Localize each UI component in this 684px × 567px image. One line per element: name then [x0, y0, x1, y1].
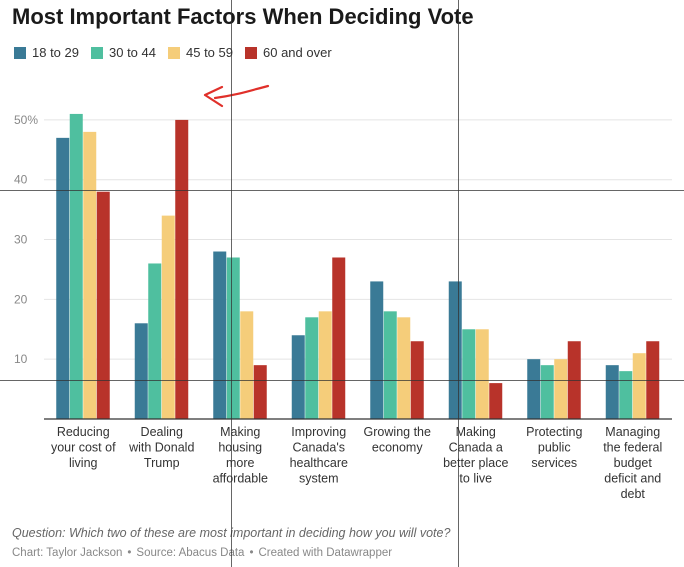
bar-30-to-44-cat-6 [462, 329, 476, 419]
y-tick-label: 20 [14, 292, 28, 306]
legend-item-60-and-over: 60 and over [245, 45, 332, 60]
bar-30-to-44-cat-7 [540, 365, 554, 419]
bar-18-to-29-cat-4 [291, 335, 305, 419]
bar-30-to-44-cat-4 [305, 317, 319, 419]
x-category-label: Protecting public services [526, 425, 582, 470]
y-tick-label: 40 [14, 173, 28, 187]
annotation-arrow-icon [203, 84, 270, 108]
chart-legend: 18 to 29 30 to 44 45 to 59 60 and over [14, 45, 344, 60]
credit-chart: Chart: Taylor Jackson [12, 547, 123, 559]
bar-30-to-44-cat-3 [226, 257, 240, 419]
y-tick-label: 50% [14, 113, 38, 127]
bar-30-to-44-cat-1 [69, 113, 83, 419]
overlay-horizontal-line [0, 190, 684, 191]
legend-label-60-and-over: 60 and over [263, 45, 332, 60]
bar-60-and-over-cat-4 [332, 257, 346, 419]
bar-18-to-29-cat-6 [448, 281, 462, 419]
bar-45-to-59-cat-5 [397, 317, 411, 419]
bar-60-and-over-cat-1 [96, 191, 110, 419]
category-labels: Reducing your cost of living Dealing with Do… [51, 425, 662, 501]
legend-label-18-to-29: 18 to 29 [32, 45, 79, 60]
credit-tool: Created with Datawrapper [258, 547, 393, 559]
legend-item-45-to-59: 45 to 59 [168, 45, 233, 60]
x-category-label: Reducing your cost of living [51, 425, 116, 470]
overlay-vertical-line [231, 0, 232, 567]
bar-18-to-29-cat-2 [134, 323, 148, 419]
bar-45-to-59-cat-7 [554, 359, 568, 419]
x-category-label: Making Canada a better place to live [443, 425, 508, 486]
legend-item-18-to-29: 18 to 29 [14, 45, 79, 60]
bar-18-to-29-cat-3 [213, 251, 227, 419]
chart-credits: Chart: Taylor Jackson • Source: Abacus Dat… [12, 547, 392, 559]
legend-swatch-18-to-29 [14, 46, 26, 59]
bar-45-to-59-cat-6 [475, 329, 489, 419]
legend-label-30-to-44: 30 to 44 [109, 45, 156, 60]
bar-45-to-59-cat-4 [318, 311, 332, 419]
legend-label-45-to-59: 45 to 59 [186, 45, 233, 60]
x-category-label: Growing the economy [364, 425, 431, 455]
bar-60-and-over-cat-2 [175, 119, 189, 419]
x-category-label: Dealing with Donald Trump [128, 425, 194, 470]
legend-swatch-45-to-59 [168, 46, 180, 59]
legend-item-30-to-44: 30 to 44 [91, 45, 156, 60]
bars [56, 113, 660, 419]
bar-45-to-59-cat-3 [240, 311, 254, 419]
x-category-label: Improving Canada's healthcare system [290, 425, 348, 486]
legend-swatch-30-to-44 [91, 46, 103, 59]
bar-45-to-59-cat-1 [83, 131, 97, 419]
legend-swatch-60-and-over [245, 46, 257, 59]
bar-18-to-29-cat-1 [56, 137, 70, 419]
bar-30-to-44-cat-5 [383, 311, 397, 419]
y-tick-label: 30 [14, 233, 28, 247]
credit-separator: • [249, 547, 254, 559]
bar-60-and-over-cat-3 [253, 365, 267, 419]
y-tick-label: 10 [14, 352, 28, 366]
bar-30-to-44-cat-8 [619, 371, 633, 419]
chart-title: Most Important Factors When Deciding Vot… [12, 4, 474, 29]
bar-18-to-29-cat-8 [605, 365, 619, 419]
bar-45-to-59-cat-8 [632, 353, 646, 419]
bar-18-to-29-cat-7 [527, 359, 541, 419]
x-category-label: Making housing more affordable [213, 425, 268, 486]
bar-45-to-59-cat-2 [161, 215, 175, 419]
overlay-vertical-line [458, 0, 459, 567]
bar-18-to-29-cat-5 [370, 281, 384, 419]
bar-60-and-over-cat-6 [489, 383, 503, 419]
x-category-label: Managing the federal budget deficit and debt [603, 425, 662, 501]
overlay-horizontal-line [0, 380, 684, 381]
credit-separator: • [127, 547, 132, 559]
bar-30-to-44-cat-2 [148, 263, 162, 419]
credit-source: Source: Abacus Data [136, 547, 245, 559]
